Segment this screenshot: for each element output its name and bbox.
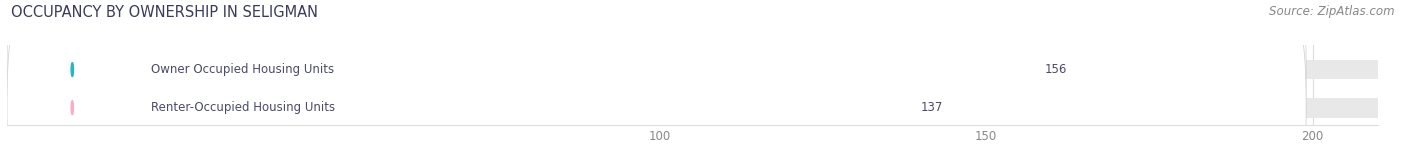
- FancyBboxPatch shape: [7, 22, 1306, 160]
- Text: Source: ZipAtlas.com: Source: ZipAtlas.com: [1270, 5, 1395, 18]
- Bar: [7, 98, 1378, 118]
- Text: Owner Occupied Housing Units: Owner Occupied Housing Units: [150, 63, 333, 76]
- Text: OCCUPANCY BY OWNERSHIP IN SELIGMAN: OCCUPANCY BY OWNERSHIP IN SELIGMAN: [11, 5, 318, 20]
- Text: 137: 137: [921, 101, 943, 114]
- Circle shape: [72, 101, 73, 115]
- Bar: [7, 98, 901, 118]
- Text: Renter-Occupied Housing Units: Renter-Occupied Housing Units: [150, 101, 335, 114]
- Bar: [7, 60, 1378, 80]
- Circle shape: [72, 63, 73, 76]
- FancyBboxPatch shape: [7, 0, 1306, 155]
- Bar: [7, 60, 1025, 80]
- Text: 156: 156: [1045, 63, 1067, 76]
